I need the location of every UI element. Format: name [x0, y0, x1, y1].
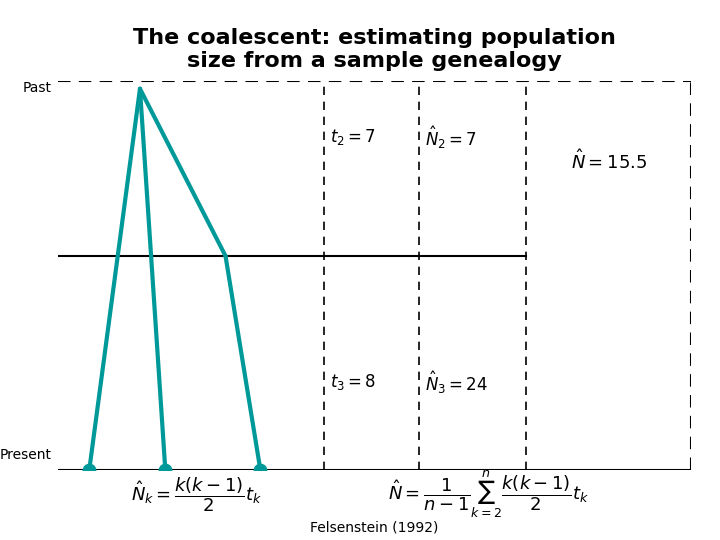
Text: $\hat{N}_2 = 7$: $\hat{N}_2 = 7$	[425, 124, 477, 151]
Text: $t_3 = 8$: $t_3 = 8$	[330, 372, 377, 393]
Point	[255, 465, 266, 474]
Text: The Coalescent and Measurably Evolving Populations: The Coalescent and Measurably Evolving P…	[15, 103, 28, 437]
Text: $\hat{N}_k = \dfrac{k(k-1)}{2} t_k$: $\hat{N}_k = \dfrac{k(k-1)}{2} t_k$	[132, 475, 263, 514]
Text: The coalescent: estimating population
size from a sample genealogy: The coalescent: estimating population si…	[133, 28, 616, 71]
Text: $t_2 = 7$: $t_2 = 7$	[330, 127, 376, 147]
Text: $\hat{N} = \dfrac{1}{n-1} \sum_{k=2}^{n} \dfrac{k(k-1)}{2} t_k$: $\hat{N} = \dfrac{1}{n-1} \sum_{k=2}^{n}…	[388, 469, 589, 520]
Text: $\hat{N}_3 = 24$: $\hat{N}_3 = 24$	[425, 369, 488, 396]
Point	[84, 465, 95, 474]
Text: Felsenstein (1992): Felsenstein (1992)	[310, 521, 438, 535]
Text: $\hat{N} = 15.5$: $\hat{N} = 15.5$	[571, 149, 647, 173]
Text: Past: Past	[22, 81, 51, 95]
Text: Present: Present	[0, 448, 51, 462]
Point	[160, 465, 171, 474]
